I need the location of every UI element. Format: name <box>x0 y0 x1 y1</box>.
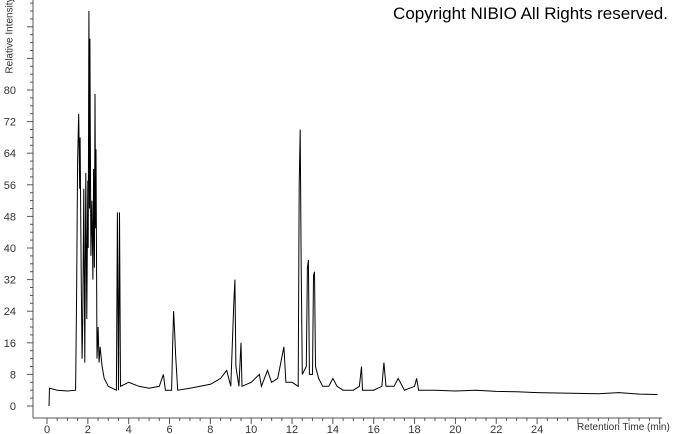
x-tick-label: 18 <box>408 424 420 434</box>
y-tick-label: 80 <box>4 85 16 97</box>
x-tick-label: 14 <box>327 424 339 434</box>
y-tick-label: 40 <box>4 243 16 255</box>
x-tick-label: 8 <box>207 424 213 434</box>
y-tick-label: 16 <box>4 338 16 350</box>
y-axis-label: Relative Intensity <box>4 0 16 74</box>
x-tick-label: 24 <box>531 424 543 434</box>
x-tick-label: 22 <box>490 424 502 434</box>
x-tick-label: 16 <box>368 424 380 434</box>
copyright-text: Copyright NIBIO All Rights reserved. <box>393 4 668 23</box>
y-tick-label: 48 <box>4 211 16 223</box>
x-tick-label: 10 <box>245 424 257 434</box>
y-tick-label: 8 <box>10 369 16 381</box>
y-tick-label: 24 <box>4 306 16 318</box>
x-axis-label: Retention Time (min) <box>577 422 670 433</box>
x-tick-label: 20 <box>449 424 461 434</box>
chromatogram-trace <box>48 10 658 407</box>
x-tick-label: 0 <box>44 424 50 434</box>
axes: 0 2 4 6 8 10 12 14 16 18 20 22 240816243240485664728… <box>4 0 662 434</box>
y-tick-label: 32 <box>4 275 16 287</box>
x-tick-label: 4 <box>126 424 132 434</box>
y-tick-label: 0 <box>10 401 16 413</box>
y-tick-label: 72 <box>4 117 16 129</box>
y-tick-label: 56 <box>4 180 16 192</box>
x-tick-label: 2 <box>85 424 91 434</box>
x-tick-label: 12 <box>286 424 298 434</box>
y-tick-label: 64 <box>4 148 16 160</box>
x-tick-label: 6 <box>166 424 172 434</box>
